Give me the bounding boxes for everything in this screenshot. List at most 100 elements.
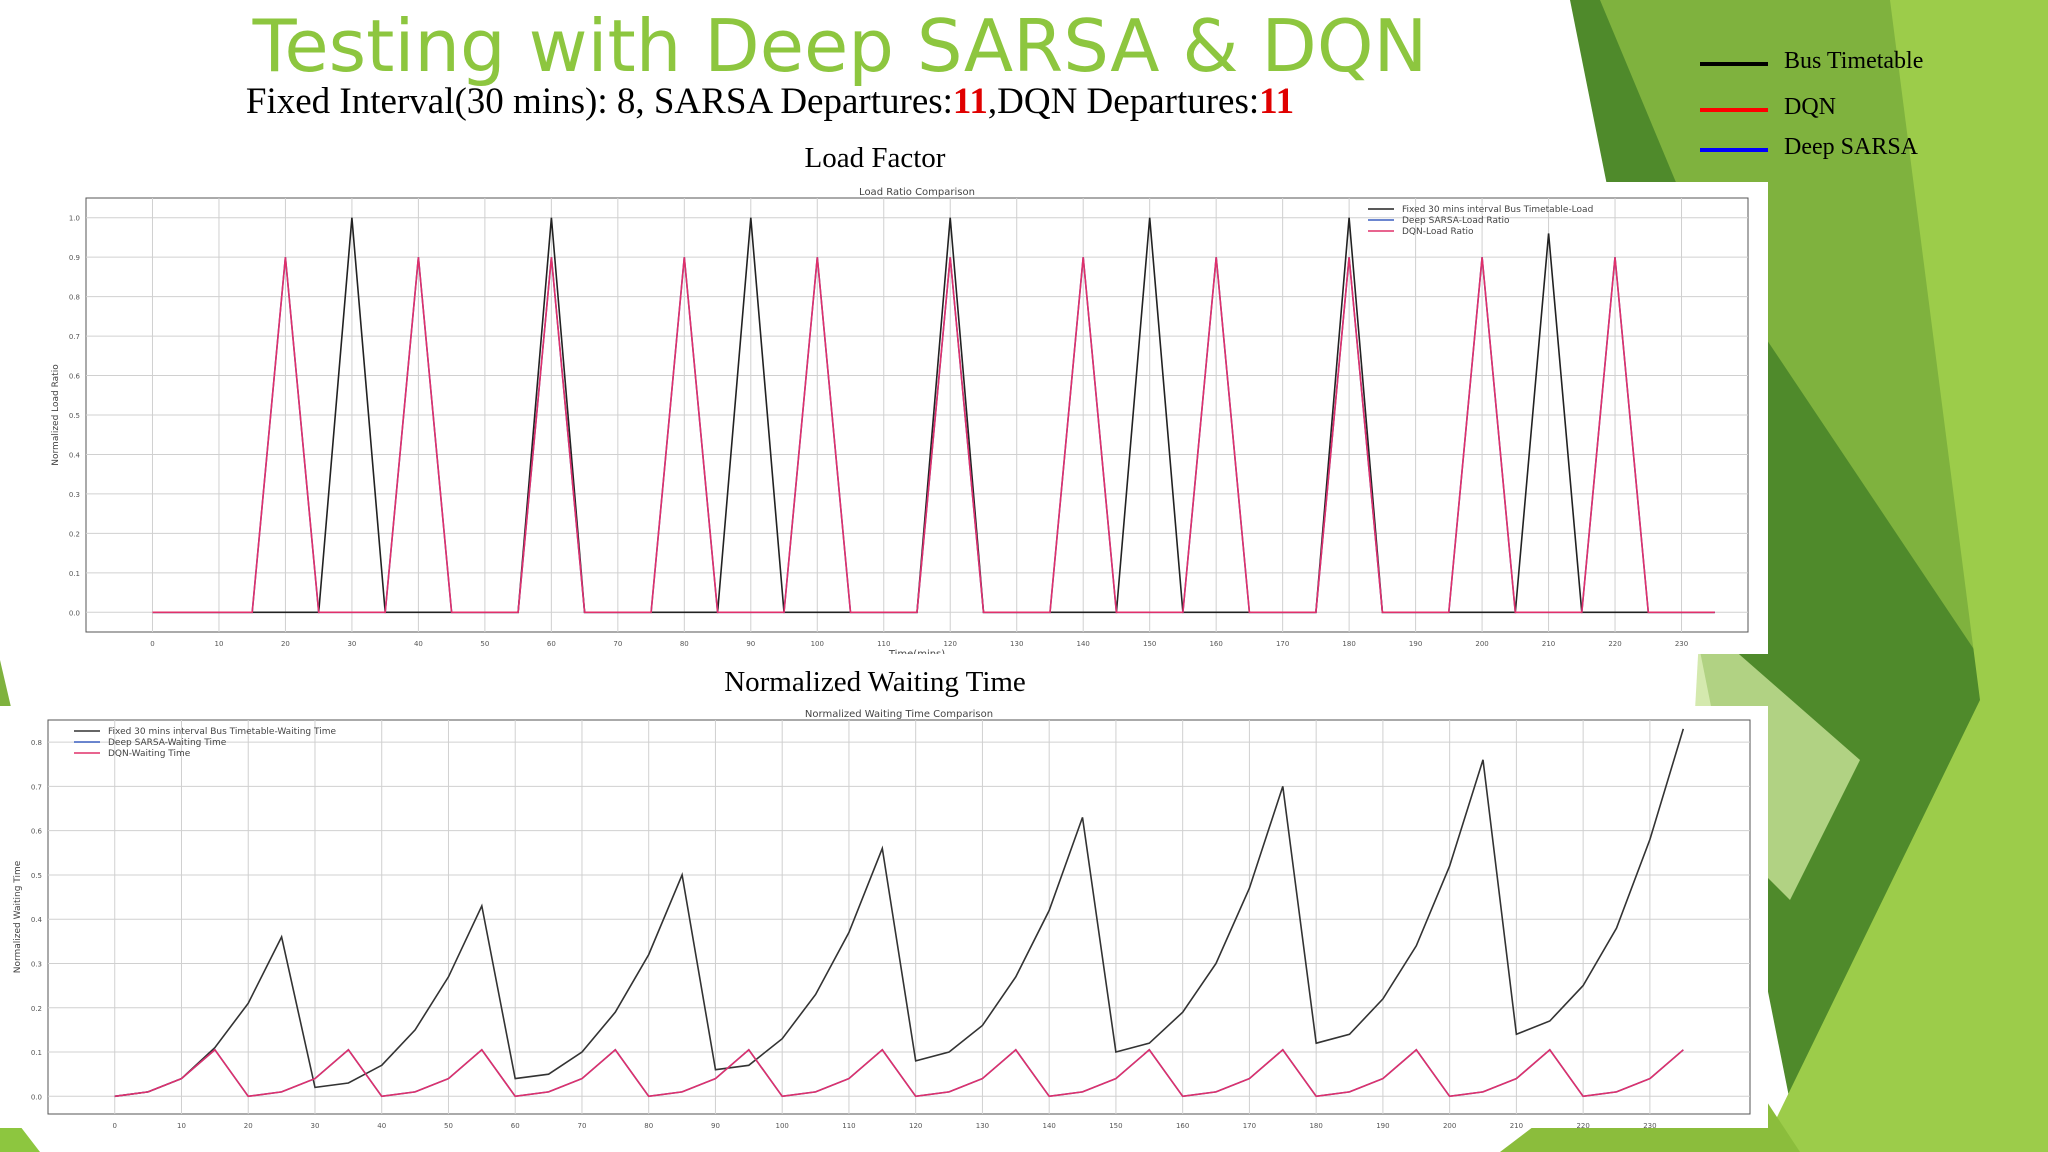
x-tick-label: 20	[281, 640, 290, 648]
x-tick-label: 220	[1608, 640, 1621, 648]
x-tick-label: 110	[877, 640, 890, 648]
series-line-0	[114, 728, 1685, 1098]
y-tick-label: 0.2	[31, 1005, 42, 1013]
slide-legend: Bus Timetable DQN Deep SARSA	[1700, 30, 2030, 160]
x-tick-label: 50	[480, 640, 489, 648]
sarsa-departures-value: 11	[952, 81, 988, 122]
x-tick-label: 150	[1109, 1122, 1122, 1128]
load-ratio-chart-svg: 0 10 20 30 40 50 60 70 80 90 100 110 120 130 140 150 160…	[51, 187, 1749, 660]
x-tick-label: 10	[214, 640, 223, 648]
series-line-2	[152, 257, 1715, 614]
y-tick-label: 0.2	[69, 530, 80, 538]
chart-legend-label: Fixed 30 mins interval Bus Timetable-Loa…	[1402, 205, 1593, 215]
x-tick-label: 140	[1077, 640, 1090, 648]
y-tick-label: 0.5	[31, 872, 42, 880]
x-tick-label: 160	[1209, 640, 1222, 648]
chart-title: Load Ratio Comparison	[859, 187, 975, 198]
x-tick-label: 0	[113, 1122, 117, 1128]
x-tick-label: 50	[444, 1122, 453, 1128]
y-tick-label: 0.8	[69, 294, 80, 302]
y-tick-label: 0.0	[31, 1093, 42, 1101]
y-tick-label: 0.4	[69, 451, 81, 459]
x-tick-label: 140	[1042, 1122, 1055, 1128]
x-tick-label: 40	[414, 640, 423, 648]
y-tick-label: 0.3	[31, 960, 42, 968]
y-tick-label: 0.7	[69, 333, 80, 341]
legend-label: DQN	[1784, 94, 1836, 120]
x-tick-label: 120	[909, 1122, 922, 1128]
x-tick-label: 180	[1309, 1122, 1322, 1128]
x-tick-label: 10	[177, 1122, 186, 1128]
waiting-time-caption: Normalized Waiting Time	[724, 666, 1026, 698]
x-tick-label: 130	[976, 1122, 989, 1128]
x-tick-label: 190	[1409, 640, 1422, 648]
y-tick-label: 0.7	[31, 783, 42, 791]
x-tick-label: 230	[1643, 1122, 1656, 1128]
x-tick-label: 40	[377, 1122, 386, 1128]
x-tick-label: 70	[613, 640, 622, 648]
legend-label: Deep SARSA	[1784, 134, 1919, 160]
legend-label: Bus Timetable	[1784, 48, 1924, 74]
x-tick-label: 100	[811, 640, 824, 648]
subtitle-part-2: ,DQN Departures:	[987, 81, 1260, 122]
y-axis-label: Normalized Waiting Time	[13, 860, 23, 973]
y-tick-label: 0.3	[69, 491, 80, 499]
x-tick-label: 200	[1475, 640, 1488, 648]
x-tick-label: 230	[1675, 640, 1688, 648]
load-ratio-chart: 0 10 20 30 40 50 60 70 80 90 100 110 120 130 140 150 160…	[38, 182, 1768, 660]
x-tick-label: 110	[842, 1122, 855, 1128]
y-tick-label: 0.1	[69, 570, 80, 578]
x-tick-label: 130	[1010, 640, 1023, 648]
x-tick-label: 0	[150, 640, 154, 648]
x-tick-label: 210	[1542, 640, 1555, 648]
slide-subtitle: Fixed Interval(30 mins): 8, SARSA Depart…	[180, 80, 1360, 123]
x-tick-label: 160	[1176, 1122, 1189, 1128]
chart-legend-label: Fixed 30 mins interval Bus Timetable-Wai…	[108, 727, 336, 737]
x-tick-label: 190	[1376, 1122, 1389, 1128]
x-tick-label: 80	[644, 1122, 653, 1128]
x-tick-label: 30	[311, 1122, 320, 1128]
chart-legend-label: Deep SARSA-Load Ratio	[1402, 216, 1510, 226]
y-tick-label: 0.6	[69, 373, 81, 381]
y-tick-label: 0.9	[69, 254, 80, 262]
x-tick-label: 180	[1342, 640, 1355, 648]
y-tick-label: 0.5	[69, 412, 80, 420]
x-tick-label: 170	[1276, 640, 1289, 648]
chart-legend-label: DQN-Waiting Time	[108, 749, 191, 759]
y-tick-label: 0.6	[31, 828, 43, 836]
series-line-2	[114, 1048, 1684, 1098]
waiting-time-chart: 0 10 20 30 40 50 60 70 80 90 100 110 120 130 140 150 160…	[0, 706, 1768, 1142]
y-axis-label: Normalized Load Ratio	[51, 364, 61, 466]
chart-legend-label: DQN-Load Ratio	[1402, 227, 1474, 237]
x-tick-label: 150	[1143, 640, 1156, 648]
x-tick-label: 90	[711, 1122, 720, 1128]
x-tick-label: 70	[577, 1122, 586, 1128]
dqn-departures-value: 11	[1259, 81, 1295, 122]
x-axis-label: Time(mins)	[888, 649, 945, 654]
chart-legend-label: Deep SARSA-Waiting Time	[108, 738, 227, 748]
plot-area	[47, 719, 1751, 1115]
y-tick-label: 0.8	[31, 739, 42, 747]
subtitle-part-1: Fixed Interval(30 mins): 8, SARSA Depart…	[245, 81, 953, 122]
y-tick-label: 0.4	[31, 916, 43, 924]
x-tick-label: 210	[1510, 1122, 1523, 1128]
x-tick-label: 20	[244, 1122, 253, 1128]
x-tick-label: 100	[776, 1122, 789, 1128]
waiting-time-chart-svg: 0 10 20 30 40 50 60 70 80 90 100 110 120 130 140 150 160…	[13, 709, 1751, 1142]
legend-swatch	[1700, 108, 1768, 112]
x-tick-label: 120	[944, 640, 957, 648]
x-tick-label: 200	[1443, 1122, 1456, 1128]
legend-swatch	[1700, 62, 1768, 66]
x-tick-label: 60	[511, 1122, 520, 1128]
y-tick-label: 1.0	[69, 215, 80, 223]
slide-title: Testing with Deep SARSA & DQN	[252, 4, 1428, 88]
x-tick-label: 90	[746, 640, 755, 648]
legend-swatch	[1700, 148, 1768, 152]
x-tick-label: 60	[547, 640, 556, 648]
y-tick-label: 0.1	[31, 1049, 42, 1057]
x-tick-label: 170	[1243, 1122, 1256, 1128]
x-tick-label: 80	[680, 640, 689, 648]
load-factor-caption: Load Factor	[804, 142, 946, 174]
x-tick-label: 30	[347, 640, 356, 648]
x-tick-label: 220	[1576, 1122, 1589, 1128]
